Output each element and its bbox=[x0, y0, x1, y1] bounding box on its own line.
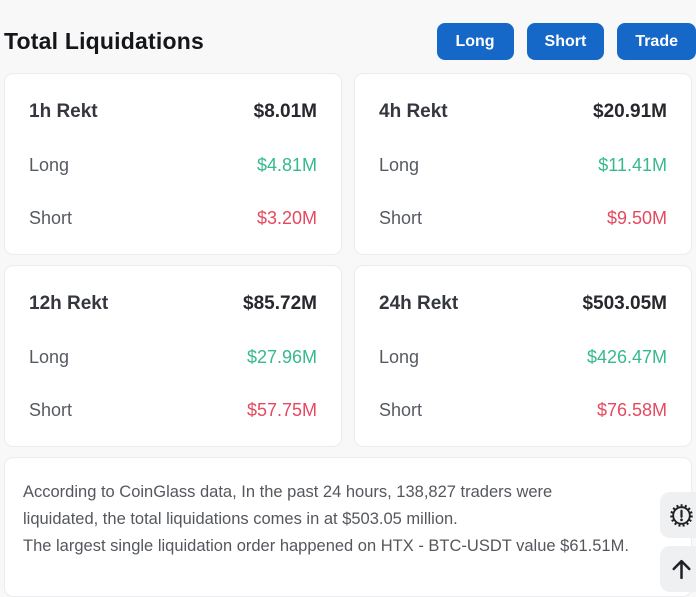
short-label: Short bbox=[379, 208, 423, 228]
short-label: Short bbox=[29, 400, 73, 420]
card-1h-rekt: 1h Rekt $8.01M Long $4.81M Short $3.20M bbox=[4, 73, 342, 255]
card-4h-rekt: 4h Rekt $20.91M Long $11.41M Short $9.50… bbox=[354, 73, 692, 255]
card-header-row: 4h Rekt $20.91M bbox=[379, 101, 667, 123]
card-long-row: Long $426.47M bbox=[379, 347, 667, 368]
long-label: Long bbox=[379, 155, 420, 175]
short-value: $76.58M bbox=[596, 400, 667, 420]
card-period-label: 12h Rekt bbox=[29, 293, 109, 314]
card-24h-rekt: 24h Rekt $503.05M Long $426.47M Short $7… bbox=[354, 265, 692, 447]
card-short-row: Short $3.20M bbox=[29, 208, 317, 229]
header-button-group: Long Short Trade bbox=[436, 23, 696, 60]
short-label: Short bbox=[379, 400, 423, 420]
card-period-label: 4h Rekt bbox=[379, 101, 448, 122]
long-value: $27.96M bbox=[246, 347, 317, 367]
report-issue-button[interactable] bbox=[660, 492, 696, 538]
card-total-value: $8.01M bbox=[253, 101, 317, 122]
scroll-to-top-button[interactable] bbox=[660, 546, 696, 592]
short-value: $3.20M bbox=[256, 208, 317, 228]
long-label: Long bbox=[29, 347, 70, 367]
card-total-value: $85.72M bbox=[243, 293, 317, 314]
long-filter-button[interactable]: Long bbox=[436, 23, 514, 60]
card-long-row: Long $4.81M bbox=[29, 155, 317, 176]
card-header-row: 24h Rekt $503.05M bbox=[379, 293, 667, 315]
card-short-row: Short $57.75M bbox=[29, 400, 317, 421]
card-long-row: Long $27.96M bbox=[29, 347, 317, 368]
short-value: $57.75M bbox=[246, 400, 317, 420]
long-label: Long bbox=[379, 347, 420, 367]
card-short-row: Short $9.50M bbox=[379, 208, 667, 229]
short-label: Short bbox=[29, 208, 73, 228]
arrow-up-icon bbox=[669, 557, 694, 582]
card-total-value: $503.05M bbox=[582, 293, 667, 314]
long-value: $11.41M bbox=[598, 155, 667, 175]
card-header-row: 12h Rekt $85.72M bbox=[29, 293, 317, 315]
card-total-value: $20.91M bbox=[593, 101, 667, 122]
card-period-label: 24h Rekt bbox=[379, 293, 459, 314]
summary-panel: According to CoinGlass data, In the past… bbox=[4, 457, 692, 597]
trade-button[interactable]: Trade bbox=[617, 23, 696, 60]
long-label: Long bbox=[29, 155, 70, 175]
long-value: $426.47M bbox=[586, 347, 667, 367]
liquidation-cards-grid: 1h Rekt $8.01M Long $4.81M Short $3.20M … bbox=[0, 68, 696, 447]
short-filter-button[interactable]: Short bbox=[526, 23, 605, 60]
card-period-label: 1h Rekt bbox=[29, 101, 98, 122]
card-12h-rekt: 12h Rekt $85.72M Long $27.96M Short $57.… bbox=[4, 265, 342, 447]
summary-line-1: According to CoinGlass data, In the past… bbox=[23, 483, 553, 528]
page-title: Total Liquidations bbox=[4, 28, 204, 54]
header: Total Liquidations Long Short Trade bbox=[0, 0, 696, 68]
card-long-row: Long $11.41M bbox=[379, 155, 667, 176]
card-short-row: Short $76.58M bbox=[379, 400, 667, 421]
short-value: $9.50M bbox=[606, 208, 667, 228]
card-header-row: 1h Rekt $8.01M bbox=[29, 101, 317, 123]
summary-line-2: The largest single liquidation order hap… bbox=[23, 537, 629, 555]
long-value: $4.81M bbox=[256, 155, 317, 175]
seal-exclamation-icon bbox=[669, 503, 694, 528]
